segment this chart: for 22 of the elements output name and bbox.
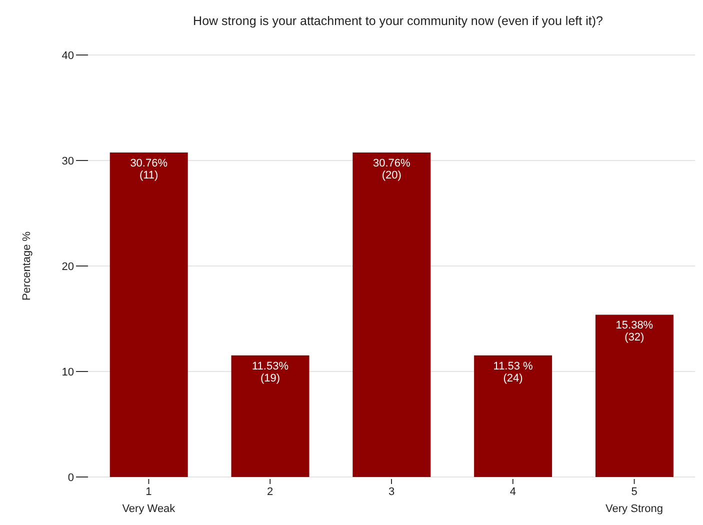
y-tick-label: 40 [62,50,74,62]
bar [231,355,310,477]
bar [110,152,188,477]
x-tick-label: 1 Very Weak [122,486,176,515]
data-label: 11.53 % (24) [493,360,534,384]
x-tick-label: 2 [267,486,274,498]
x-tick-label: 4 [510,486,516,498]
bar [474,355,552,477]
data-label: 15.38% (32) [616,320,654,344]
x-tick-label: 3 [388,486,395,498]
x-tick-label: 5 Very Strong [606,486,664,515]
chart-title: How strong is your attachment to your community now (even if you left it)? [192,14,604,28]
y-tick-label: 0 [68,472,74,484]
data-label: 11.53% (19) [252,360,289,384]
data-label: 30.76% (20) [372,157,411,182]
y-tick-label: 10 [62,366,74,378]
y-tick-label: 30 [62,155,74,168]
bar [352,152,431,477]
data-label: 30.76% (11) [130,157,168,182]
y-axis-title: Percentage % [20,231,33,301]
y-tick-label: 20 [62,260,74,273]
bar [595,314,674,477]
